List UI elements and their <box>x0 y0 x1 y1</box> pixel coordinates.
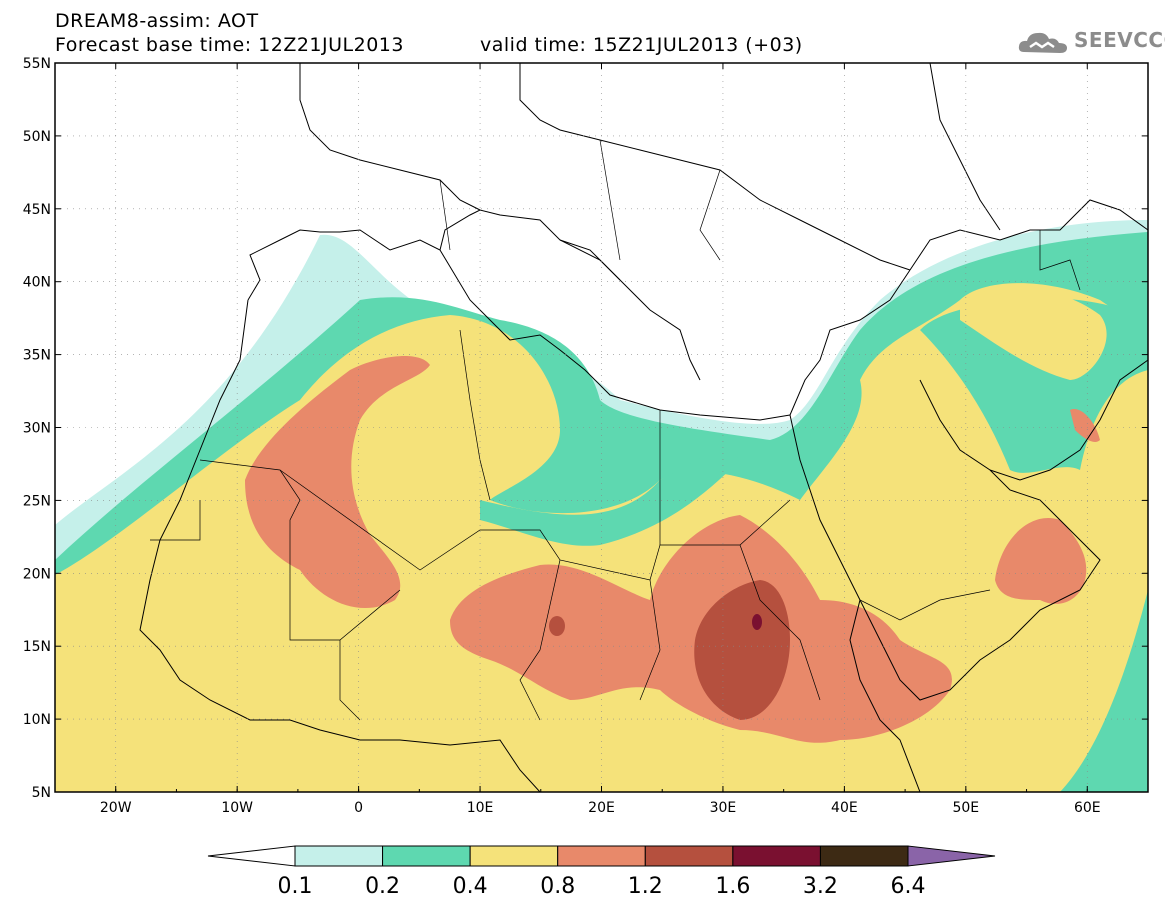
lon-tick-label: 50E <box>952 800 979 816</box>
lat-tick-label: 55N <box>23 56 51 72</box>
legend-swatch <box>382 845 471 867</box>
legend-swatch <box>819 845 909 867</box>
lat-tick-label: 10N <box>23 712 51 728</box>
lat-tick-label: 5N <box>32 785 51 801</box>
lat-tick-label: 40N <box>23 275 51 291</box>
seevccc-logo: SEEVCCC <box>1016 26 1165 56</box>
aot-band-0.8-arabia <box>995 518 1087 604</box>
forecast-base-time: Forecast base time: 12Z21JUL2013 <box>55 34 404 56</box>
legend-swatch <box>732 845 821 867</box>
lat-tick-label: 35N <box>23 348 51 364</box>
aot-band-0.2-patch <box>480 451 740 546</box>
legend-label: 6.4 <box>891 874 926 899</box>
lon-tick-label: 0 <box>354 800 363 816</box>
axis-ticks: 55N 50N 45N 40N 35N 30N 25N 20N 15N 10N 5N 20W 10W 0 1… <box>23 56 1149 816</box>
aot-band-0.8-west <box>245 355 430 609</box>
legend-swatch-min <box>207 845 296 867</box>
aot-band-1.2-spot <box>549 616 565 636</box>
map-title: DREAM8-assim: AOT <box>55 10 259 32</box>
lon-tick-label: 40E <box>831 800 858 816</box>
aot-band-0.4-caspian <box>960 288 1107 380</box>
lon-tick-label: 10E <box>467 800 494 816</box>
cloud-icon <box>1018 32 1067 53</box>
legend-swatch <box>294 845 384 867</box>
lat-tick-label: 15N <box>23 639 51 655</box>
valid-time: valid time: 15Z21JUL2013 (+03) <box>480 34 803 56</box>
aot-band-1.2 <box>694 580 790 720</box>
legend-label: 0.8 <box>540 874 575 899</box>
legend-label: 3.2 <box>803 874 838 899</box>
legend-label: 0.1 <box>278 874 313 899</box>
grid <box>55 63 1148 792</box>
lon-tick-label: 60E <box>1074 800 1101 816</box>
lat-tick-label: 25N <box>23 493 51 509</box>
aot-band-0.8-iran <box>1070 409 1100 442</box>
country-borders <box>150 139 1081 721</box>
aot-band-1.6 <box>752 614 762 630</box>
lon-tick-label: 20E <box>588 800 615 816</box>
legend-swatch <box>557 845 646 867</box>
legend-swatch-max <box>907 845 996 867</box>
lon-tick-label: 30E <box>710 800 737 816</box>
lat-tick-label: 30N <box>23 421 51 437</box>
legend-label: 0.4 <box>453 874 488 899</box>
coastlines <box>139 63 1148 792</box>
lat-tick-label: 50N <box>23 129 51 145</box>
legend-swatch <box>469 845 559 867</box>
legend-label: 1.2 <box>628 874 663 899</box>
lat-tick-label: 20N <box>23 566 51 582</box>
legend-swatch <box>644 845 734 867</box>
legend-label: 0.2 <box>365 874 400 899</box>
legend-label: 1.6 <box>715 874 750 899</box>
logo-text: SEEVCCC <box>1074 28 1165 52</box>
lon-tick-label: 20W <box>100 800 132 816</box>
lon-tick-label: 10W <box>221 800 253 816</box>
lat-tick-label: 45N <box>23 202 51 218</box>
